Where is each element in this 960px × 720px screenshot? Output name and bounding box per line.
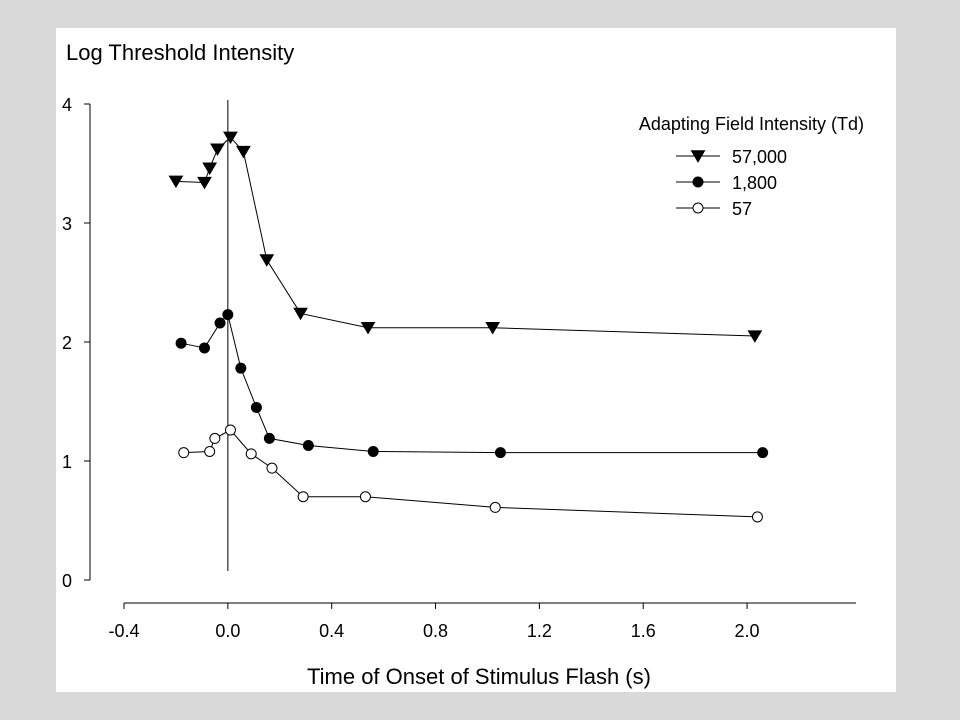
x-tick-label: -0.4 <box>108 621 139 641</box>
data-point <box>485 322 501 335</box>
series-line <box>175 136 755 337</box>
y-tick-label: 4 <box>62 95 72 115</box>
data-point <box>360 322 376 335</box>
series-line <box>181 313 763 454</box>
data-point <box>235 362 247 374</box>
y-tick-label: 1 <box>62 452 72 472</box>
x-tick-label: 2.0 <box>735 621 760 641</box>
legend-title: Adapting Field Intensity (Td) <box>639 114 864 134</box>
x-tick-label: 0.4 <box>319 621 344 641</box>
data-point <box>359 491 371 503</box>
y-tick-label: 3 <box>62 214 72 234</box>
data-point <box>297 491 309 503</box>
y-tick-label: 0 <box>62 571 72 591</box>
data-point <box>489 501 501 513</box>
series-2 <box>175 309 769 459</box>
data-point <box>757 447 769 459</box>
chart-panel: Log Threshold Intensity 0 1 2 3 4 -0.4 0.0 0.4 0… <box>56 28 896 692</box>
x-axis-title: Time of Onset of Stimulus Flash (s) <box>307 664 651 689</box>
axes: 0 1 2 3 4 -0.4 0.0 0.4 0.8 1.2 1.6 2.0 <box>62 95 856 641</box>
data-point <box>266 462 278 474</box>
data-point <box>494 447 506 459</box>
data-point <box>178 447 190 459</box>
legend-marker <box>692 176 704 188</box>
data-point <box>223 131 238 145</box>
data-point <box>259 254 275 267</box>
y-axis-title: Log Threshold Intensity <box>66 40 294 65</box>
data-point <box>175 337 187 349</box>
data-point <box>209 432 221 444</box>
series-layer <box>168 131 769 523</box>
legend: Adapting Field Intensity (Td) 57,000 1,80… <box>639 114 864 219</box>
data-point <box>202 162 218 176</box>
data-point <box>367 445 379 457</box>
data-point <box>210 143 225 157</box>
data-point <box>245 448 257 460</box>
legend-label: 1,800 <box>732 173 777 193</box>
data-point <box>236 145 251 159</box>
legend-marker <box>692 202 704 214</box>
x-tick-label: 1.6 <box>631 621 656 641</box>
data-point <box>214 317 226 329</box>
series-line <box>183 429 758 518</box>
data-point <box>263 432 275 444</box>
x-tick-label: 0.8 <box>423 621 448 641</box>
data-point <box>224 424 236 436</box>
series-1 <box>168 131 763 343</box>
legend-label: 57 <box>732 199 752 219</box>
data-point <box>222 309 234 321</box>
legend-entry: 1,800 <box>676 173 777 193</box>
data-point <box>204 445 216 457</box>
data-point <box>197 176 212 190</box>
data-point <box>302 440 314 452</box>
legend-label: 57,000 <box>732 147 787 167</box>
x-tick-label: 1.2 <box>527 621 552 641</box>
y-tick-label: 2 <box>62 333 72 353</box>
data-point <box>293 307 308 321</box>
data-point <box>198 342 210 354</box>
x-tick-label: 0.0 <box>215 621 240 641</box>
data-point <box>250 401 262 413</box>
data-point <box>168 175 184 189</box>
legend-marker <box>690 150 706 163</box>
data-point <box>747 330 763 343</box>
data-point <box>751 511 763 523</box>
series-3 <box>178 424 763 523</box>
legend-entry: 57,000 <box>676 147 787 167</box>
legend-entry: 57 <box>676 199 752 219</box>
